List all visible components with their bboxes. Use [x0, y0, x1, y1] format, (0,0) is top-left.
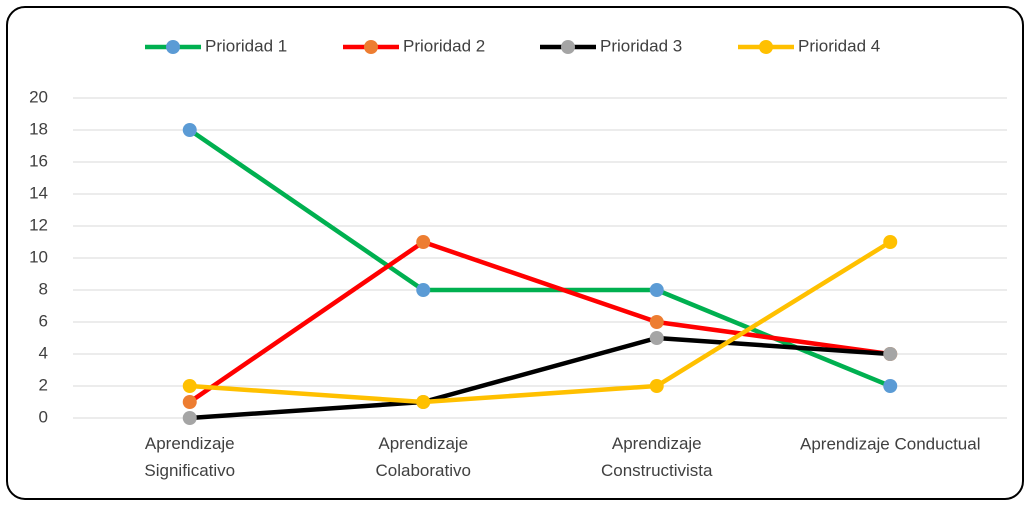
x-tick-label: Aprendizaje Significativo [144, 434, 235, 480]
y-tick-label: 0 [39, 407, 48, 426]
legend-label: Prioridad 1 [205, 36, 287, 55]
y-tick-label: 10 [29, 247, 48, 266]
legend-label: Prioridad 4 [798, 36, 880, 55]
marker [649, 331, 664, 345]
y-tick-label: 12 [29, 215, 48, 234]
legend-marker [759, 40, 773, 54]
marker [182, 379, 197, 393]
marker [182, 395, 197, 409]
y-tick-label: 14 [29, 183, 48, 202]
marker [883, 347, 898, 361]
y-tick-label: 18 [29, 119, 48, 138]
legend-label: Prioridad 3 [600, 36, 682, 55]
line [188, 239, 891, 404]
x-tick-label: Aprendizaje Colaborativo [376, 434, 471, 480]
legend-marker [364, 40, 378, 54]
x-tick-label: Aprendizaje Constructivista [601, 434, 713, 480]
x-tick-label: Aprendizaje Conductual [800, 434, 981, 453]
marker [883, 235, 898, 249]
line [189, 335, 891, 421]
legend-marker [166, 40, 180, 54]
marker [649, 315, 664, 329]
line [189, 240, 892, 405]
y-tick-label: 4 [39, 343, 48, 362]
legend-marker [561, 40, 575, 54]
marker [416, 395, 431, 409]
marker [649, 283, 664, 297]
marker [883, 379, 898, 393]
y-tick-label: 6 [39, 311, 48, 330]
y-tick-label: 2 [39, 375, 48, 394]
marker [649, 379, 664, 393]
y-tick-label: 16 [29, 151, 48, 170]
y-tick-label: 20 [29, 87, 48, 106]
marker [182, 123, 197, 137]
y-tick-label: 8 [39, 279, 48, 298]
marker [416, 235, 431, 249]
marker [416, 283, 431, 297]
legend-label: Prioridad 2 [403, 36, 485, 55]
marker [182, 411, 197, 425]
